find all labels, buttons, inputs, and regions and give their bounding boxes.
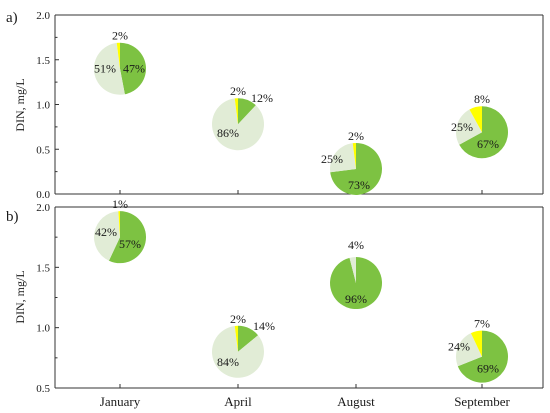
pie-marker-april: 12% 86% 2% xyxy=(212,84,273,151)
pie-slice xyxy=(238,325,259,352)
y-tick-label: 2.0 xyxy=(36,10,50,22)
pie-slice xyxy=(330,142,383,195)
y-tick-label: 1.0 xyxy=(36,100,50,112)
pie-slice-label: 47% xyxy=(123,62,145,76)
pie-slice xyxy=(456,109,482,145)
pie-slice xyxy=(470,330,482,357)
pie-slice-label: 96% xyxy=(345,292,367,306)
pie-slice xyxy=(457,330,509,383)
panel-a-label: a) xyxy=(6,10,18,26)
pie-slice xyxy=(330,257,383,310)
y-tick-label: 2.0 xyxy=(36,202,50,214)
pie-slice-label: 69% xyxy=(477,362,499,376)
pie-slice xyxy=(118,211,120,238)
y-tick-label: 1.0 xyxy=(36,323,50,335)
pie-slice xyxy=(459,106,509,159)
pie-slice-label: 7% xyxy=(474,317,490,331)
pie-slice xyxy=(469,106,482,133)
pie-slice-label: 84% xyxy=(217,355,239,369)
x-tick-label: January xyxy=(100,394,141,409)
pie-slice xyxy=(349,257,356,284)
pie-marker-september: 69% 24% 7% xyxy=(448,317,509,383)
pie-slice-label: 67% xyxy=(477,137,499,151)
pie-marker-january: 47% 51% 2% xyxy=(93,29,147,95)
pie-slice-label: 57% xyxy=(119,237,141,251)
pie-slice-label: 2% xyxy=(348,129,364,143)
x-axis-categories: January April August September xyxy=(100,394,511,409)
pie-slice-label: 4% xyxy=(348,238,364,252)
y-tick-label: 1.5 xyxy=(36,55,50,67)
pie-slice-label: 2% xyxy=(230,312,246,326)
y-tick-label: 0.5 xyxy=(36,144,50,156)
pie-slice xyxy=(94,211,120,261)
pie-slice-label: 51% xyxy=(94,62,116,76)
y-tick-label: 1.5 xyxy=(36,262,50,274)
x-tick-label: April xyxy=(224,394,252,409)
y-tick-label: 0.0 xyxy=(36,189,50,201)
pie-marker-april: 14% 84% 2% xyxy=(211,312,275,378)
pie-marker-august: 96% 4% xyxy=(330,238,383,310)
pie-slice xyxy=(330,143,356,173)
pie-slice xyxy=(211,326,264,378)
pie-slice-label: 12% xyxy=(251,91,273,105)
pie-slice-label: 2% xyxy=(112,29,128,43)
pie-slice xyxy=(352,142,356,169)
pie-slice xyxy=(234,98,238,125)
pie-slice xyxy=(108,211,147,264)
pie-slice-label: 86% xyxy=(217,126,239,140)
pie-slice-label: 1% xyxy=(112,197,128,211)
x-tick-label: August xyxy=(337,394,375,409)
pie-slice-label: 14% xyxy=(253,319,275,333)
pie-slice xyxy=(234,325,238,352)
pie-slice xyxy=(120,42,147,95)
pie-marker-august: 73% 25% 2% xyxy=(321,129,383,195)
pie-slice-label: 24% xyxy=(448,340,470,354)
pie-slice-label: 8% xyxy=(474,92,490,106)
pie-slice-label: 42% xyxy=(95,225,117,239)
pie-slice xyxy=(93,42,125,95)
pie-slice-label: 25% xyxy=(321,152,343,166)
panel-a-ylabel: DIN, mg/L xyxy=(13,78,27,131)
pie-slice-label: 2% xyxy=(230,84,246,98)
pie-slice xyxy=(212,98,265,151)
pie-slice xyxy=(456,333,482,367)
panel-b-label: b) xyxy=(6,209,19,225)
x-tick-label: September xyxy=(454,394,510,409)
panel-b: b) DIN, mg/L 0.5 1.0 1.5 2.0 57%42% 1% 14% 84% 2… xyxy=(6,197,544,395)
y-tick-label: 0.5 xyxy=(36,383,50,395)
pie-slice xyxy=(238,98,256,125)
pie-slice-label: 73% xyxy=(348,178,370,192)
pie-slice-label: 25% xyxy=(451,120,473,134)
panel-a: a) DIN, mg/L 0.0 0.5 1.0 1.5 2.0 47% 51% 2% 12% 8… xyxy=(6,10,544,201)
panel-b-ylabel: DIN, mg/L xyxy=(13,270,27,323)
pie-marker-january: 57%42% 1% xyxy=(94,197,147,264)
pie-slice xyxy=(116,42,120,69)
pie-marker-september: 67% 25%8% xyxy=(451,92,509,159)
